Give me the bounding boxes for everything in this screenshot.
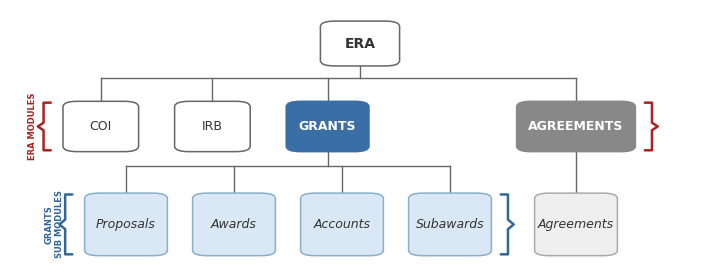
Text: AGREEMENTS: AGREEMENTS	[528, 120, 624, 133]
Text: GRANTS: GRANTS	[299, 120, 356, 133]
Text: GRANTS
SUB MODULES: GRANTS SUB MODULES	[45, 190, 64, 258]
FancyBboxPatch shape	[287, 101, 369, 152]
FancyBboxPatch shape	[517, 101, 636, 152]
Text: COI: COI	[90, 120, 112, 133]
Text: Agreements: Agreements	[538, 218, 614, 231]
Text: ERA: ERA	[344, 36, 376, 51]
FancyBboxPatch shape	[320, 21, 400, 66]
FancyBboxPatch shape	[409, 193, 491, 256]
FancyBboxPatch shape	[85, 193, 167, 256]
Text: Awards: Awards	[211, 218, 257, 231]
Text: Proposals: Proposals	[96, 218, 156, 231]
FancyBboxPatch shape	[534, 193, 618, 256]
Text: IRB: IRB	[202, 120, 223, 133]
Text: ERA MODULES: ERA MODULES	[28, 93, 37, 160]
FancyBboxPatch shape	[193, 193, 275, 256]
Text: Subawards: Subawards	[415, 218, 485, 231]
FancyBboxPatch shape	[301, 193, 383, 256]
FancyBboxPatch shape	[174, 101, 251, 152]
FancyBboxPatch shape	[63, 101, 138, 152]
Text: Accounts: Accounts	[313, 218, 371, 231]
